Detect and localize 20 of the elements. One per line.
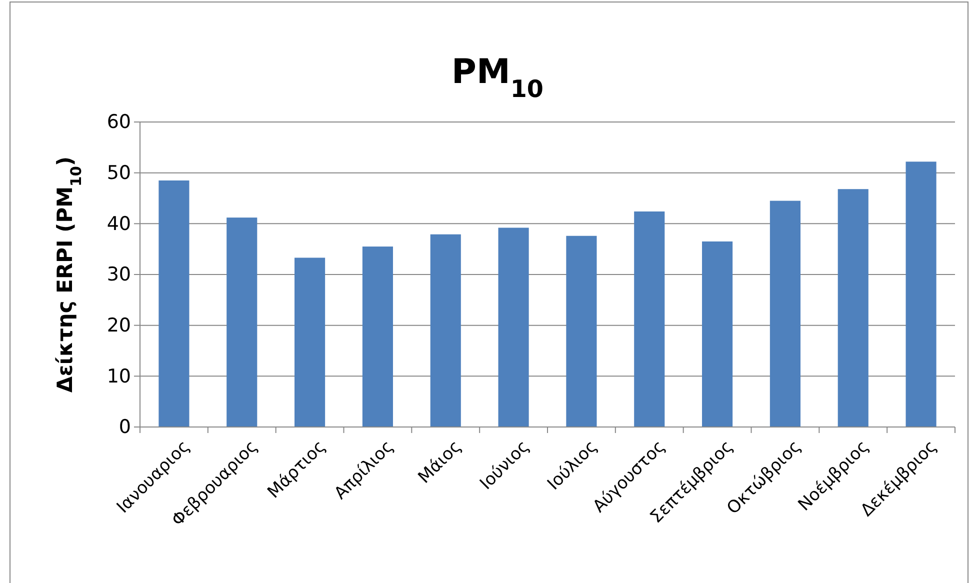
y-tick-label: 50: [106, 162, 131, 184]
bar: [362, 246, 393, 427]
y-tick-label: 20: [106, 314, 131, 336]
bar: [226, 218, 258, 427]
bar: [294, 258, 326, 427]
bar: [158, 180, 190, 427]
bar: [906, 162, 936, 427]
y-tick-label: 60: [106, 111, 131, 134]
y-tick-label: 40: [106, 212, 131, 235]
bar: [566, 236, 597, 427]
bar: [498, 228, 529, 427]
bar: [634, 211, 665, 427]
bar: [702, 241, 733, 427]
bar: [430, 234, 461, 427]
y-tick-label: 10: [106, 365, 131, 388]
chart-title: PM$_{10}$: [452, 52, 544, 103]
bar: [838, 189, 868, 427]
bar: [770, 200, 800, 427]
y-tick-label: 0: [118, 416, 131, 438]
y-tick-label: 30: [106, 264, 131, 286]
